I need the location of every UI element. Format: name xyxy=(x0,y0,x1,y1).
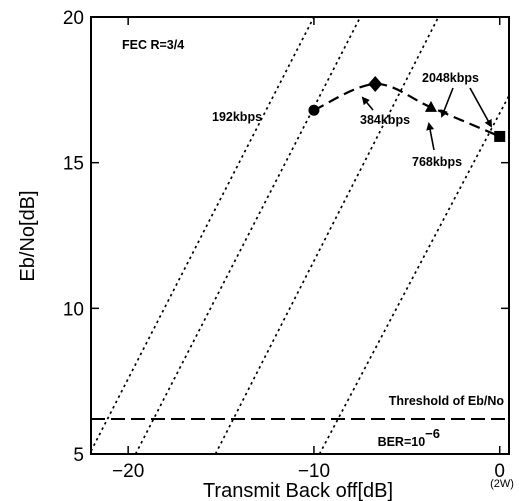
marker-768kbps xyxy=(424,100,437,112)
y-tick-label-3: 20 xyxy=(63,8,84,29)
rate-label-768kbps: 768kbps xyxy=(412,155,462,169)
y-tick-label-0: 5 xyxy=(73,445,84,466)
operating-curve xyxy=(313,82,501,138)
arrow-2048kbps-b xyxy=(440,87,454,118)
rate-label-384kbps: 384kbps xyxy=(360,113,410,127)
x-tick-label-0: −20 xyxy=(112,461,144,482)
limit-line-3 xyxy=(214,17,440,454)
arrow-384kbps xyxy=(361,96,374,111)
y-tick-label-2: 15 xyxy=(63,154,84,175)
marker-384kbps xyxy=(368,76,383,93)
threshold-label: Threshold of Eb/No xyxy=(389,394,505,408)
operating-curve-group xyxy=(313,82,501,138)
plot-frame xyxy=(90,16,510,455)
y-tick-label-1: 10 xyxy=(63,299,84,320)
arrow-768kbps xyxy=(426,122,435,151)
callout-arrows xyxy=(361,87,492,151)
marker-192kbps xyxy=(308,104,320,116)
rate-label-192kbps: 192kbps xyxy=(212,110,262,124)
limit-line-2 xyxy=(134,17,362,454)
saturation-limit-lines xyxy=(91,17,509,454)
ber-exponent: −6 xyxy=(425,426,440,441)
marker-2048kbps xyxy=(494,130,506,142)
ber-base: BER=10 xyxy=(378,435,426,449)
ber-label: BER=10−6 xyxy=(378,426,440,449)
x-tick-label-2: 0 xyxy=(494,461,505,482)
y-axis-title: Eb/No[dB] xyxy=(17,190,39,281)
x-tick-label-1: −10 xyxy=(298,461,330,482)
arrow-2048kbps-a xyxy=(469,87,492,128)
rate-markers xyxy=(308,76,506,142)
x-axis-title: Transmit Back off[dB] xyxy=(203,480,393,501)
axis-tick-labels: −20 −10 0 5 10 15 20 xyxy=(63,8,505,482)
x-tick-sublabel: (2W) xyxy=(490,478,514,490)
rate-label-2048kbps: 2048kbps xyxy=(422,71,479,85)
limit-line-1 xyxy=(91,17,315,452)
limit-line-4 xyxy=(318,95,509,454)
axis-ticks xyxy=(91,16,509,455)
fec-annotation: FEC R=3/4 xyxy=(122,38,184,52)
